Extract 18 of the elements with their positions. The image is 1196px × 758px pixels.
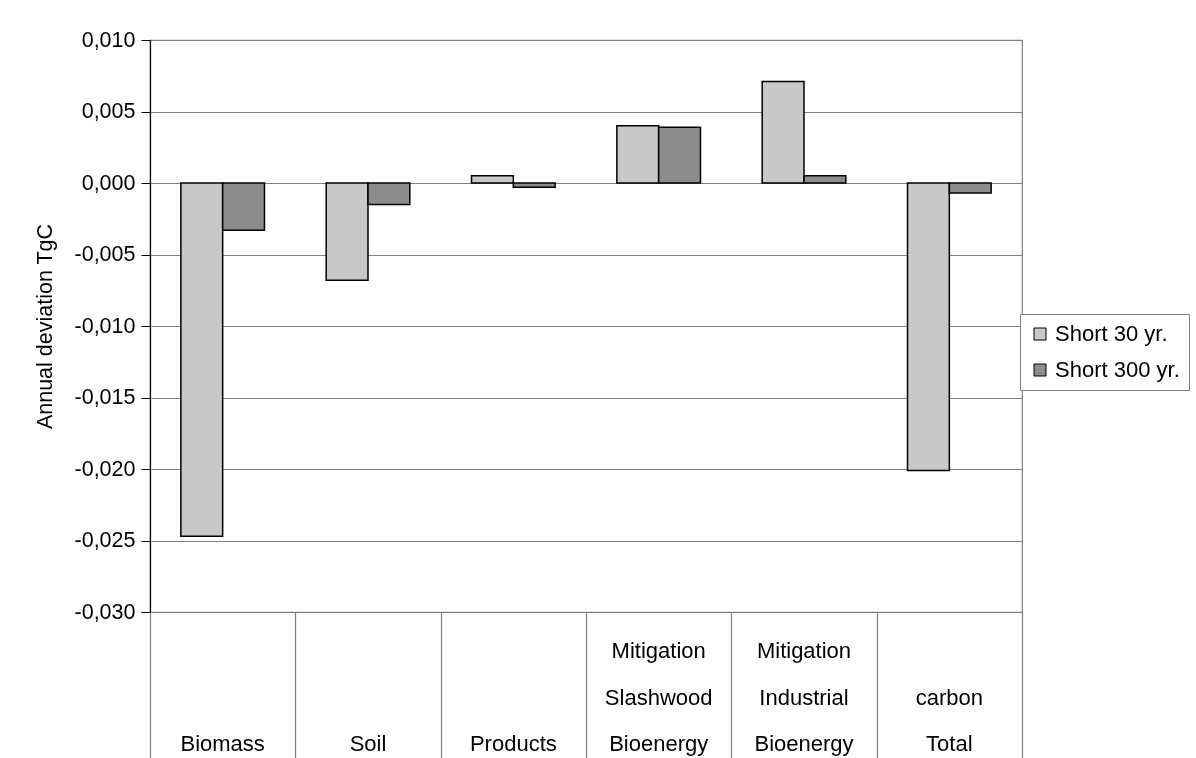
- y-tick-label: -0,015: [74, 385, 136, 409]
- x-tick-label: Biomass: [180, 731, 265, 756]
- legend-label: Short 300 yr.: [1055, 357, 1180, 382]
- x-tick-label: Products: [469, 731, 557, 756]
- y-tick-label: 0,005: [81, 99, 136, 123]
- y-tick-label: -0,020: [74, 456, 136, 481]
- legend-label: Short 30 yr.: [1055, 321, 1168, 346]
- x-tick-label: Mitigation Slashwood Bioenergy: [604, 638, 713, 756]
- y-tick-label: -0,030: [74, 599, 136, 624]
- x-tick-label: Mitigation Industrial Bioenergy: [754, 638, 854, 756]
- x-tick-label: carbon Total: [915, 684, 983, 756]
- y-tick-label: -0,010: [74, 313, 136, 338]
- y-axis-title: Annual deviation TgC: [32, 223, 57, 430]
- y-tick-label: -0,025: [74, 528, 136, 552]
- y-tick-label: 0,000: [81, 170, 136, 195]
- y-tick-label: -0,005: [74, 242, 136, 266]
- x-tick-label: Soil: [349, 731, 387, 756]
- y-tick-label: 0,010: [81, 27, 136, 52]
